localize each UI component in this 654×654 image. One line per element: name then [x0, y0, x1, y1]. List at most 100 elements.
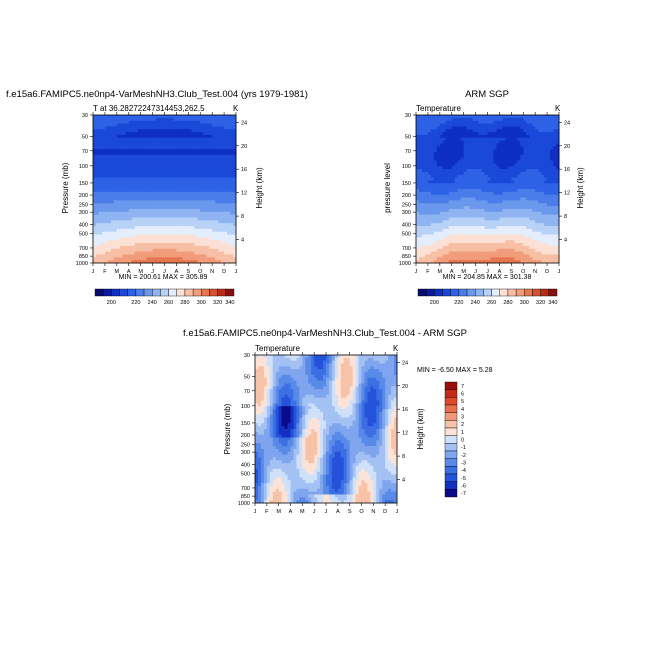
- field-cell: [448, 126, 453, 130]
- field-cell: [203, 157, 207, 161]
- field-cell: [179, 194, 183, 198]
- field-cell: [520, 129, 524, 133]
- field-cell: [194, 137, 198, 142]
- field-cell: [155, 154, 159, 159]
- field-cell: [424, 197, 429, 201]
- field-cell: [451, 149, 456, 153]
- field-cell: [466, 191, 471, 196]
- field-cell: [95, 174, 100, 179]
- field-cell: [149, 240, 153, 244]
- field-cell: [427, 160, 432, 164]
- field-cell: [481, 157, 485, 161]
- field-cell: [158, 189, 162, 193]
- field-cell: [131, 146, 136, 150]
- field-cell: [182, 132, 186, 136]
- field-cell: [134, 223, 139, 227]
- field-cell: [200, 186, 204, 190]
- field-cell: [206, 248, 210, 253]
- field-cell: [457, 194, 462, 198]
- field-cell: [170, 152, 174, 156]
- field-cell: [149, 174, 153, 179]
- field-cell: [514, 126, 518, 130]
- field-cell: [511, 166, 515, 170]
- field-cell: [457, 123, 462, 127]
- field-cell: [484, 149, 488, 153]
- field-cell: [532, 203, 536, 207]
- field-cell: [104, 189, 109, 193]
- field-cell: [487, 248, 491, 253]
- field-cell: [164, 203, 168, 207]
- field-cell: [520, 228, 524, 233]
- field-cell: [445, 228, 450, 233]
- field-cell: [511, 152, 515, 156]
- field-cell: [233, 152, 237, 156]
- field-cell: [553, 132, 557, 136]
- field-cell: [472, 149, 476, 153]
- field-cell: [532, 189, 536, 193]
- field-cell: [104, 186, 109, 190]
- field-cell: [457, 240, 462, 244]
- field-cell: [472, 180, 476, 184]
- field-cell: [134, 191, 139, 196]
- field-cell: [460, 254, 465, 258]
- field-cell: [125, 115, 130, 119]
- field-cell: [218, 149, 222, 153]
- field-cell: [544, 120, 548, 124]
- field-cell: [493, 206, 497, 210]
- field-cell: [233, 177, 237, 181]
- field-cell: [107, 186, 112, 190]
- field-cell: [481, 226, 485, 230]
- xtick-label: J: [151, 269, 154, 275]
- field-cell: [493, 231, 497, 235]
- field-cell: [416, 191, 420, 196]
- field-cell: [421, 177, 426, 181]
- field-cell: [164, 217, 168, 221]
- field-cell: [520, 154, 524, 159]
- field-cell: [206, 197, 210, 201]
- field-cell: [218, 231, 222, 235]
- field-cell: [427, 123, 432, 127]
- xtick-label: J: [163, 269, 166, 275]
- field-cell: [514, 146, 518, 150]
- field-cell: [93, 245, 97, 250]
- field-cell: [176, 248, 180, 253]
- field-cell: [218, 174, 222, 179]
- field-cell: [95, 257, 100, 261]
- field-cell: [161, 260, 165, 264]
- field-cell: [158, 183, 162, 187]
- field-cell: [191, 157, 195, 161]
- field-cell: [158, 260, 162, 264]
- field-cell: [451, 243, 456, 247]
- field-cell: [203, 200, 207, 204]
- field-cell: [532, 132, 536, 136]
- field-cell: [493, 226, 497, 230]
- field-cell: [490, 206, 494, 210]
- field-cell: [167, 206, 171, 210]
- field-cell: [514, 120, 518, 124]
- field-cell: [517, 152, 521, 156]
- field-cell: [448, 143, 453, 147]
- field-cell: [170, 126, 174, 130]
- field-cell: [526, 123, 530, 127]
- field-cell: [227, 254, 231, 258]
- field-cell: [134, 169, 139, 173]
- field-cell: [436, 194, 441, 198]
- field-cell: [496, 117, 500, 122]
- field-cell: [134, 228, 139, 233]
- field-cell: [526, 211, 530, 216]
- field-cell: [122, 177, 127, 181]
- field-cell: [469, 120, 474, 124]
- field-cell: [224, 143, 228, 147]
- field-cell: [514, 237, 518, 241]
- field-cell: [170, 248, 174, 253]
- field-cell: [469, 171, 474, 176]
- field-cell: [490, 132, 494, 136]
- field-cell: [466, 208, 471, 213]
- field-cell: [490, 117, 494, 122]
- field-cell: [212, 217, 216, 221]
- field-cell: [478, 203, 482, 207]
- field-cell: [191, 203, 195, 207]
- field-cell: [176, 134, 180, 139]
- field-cell: [532, 211, 536, 216]
- field-cell: [484, 240, 488, 244]
